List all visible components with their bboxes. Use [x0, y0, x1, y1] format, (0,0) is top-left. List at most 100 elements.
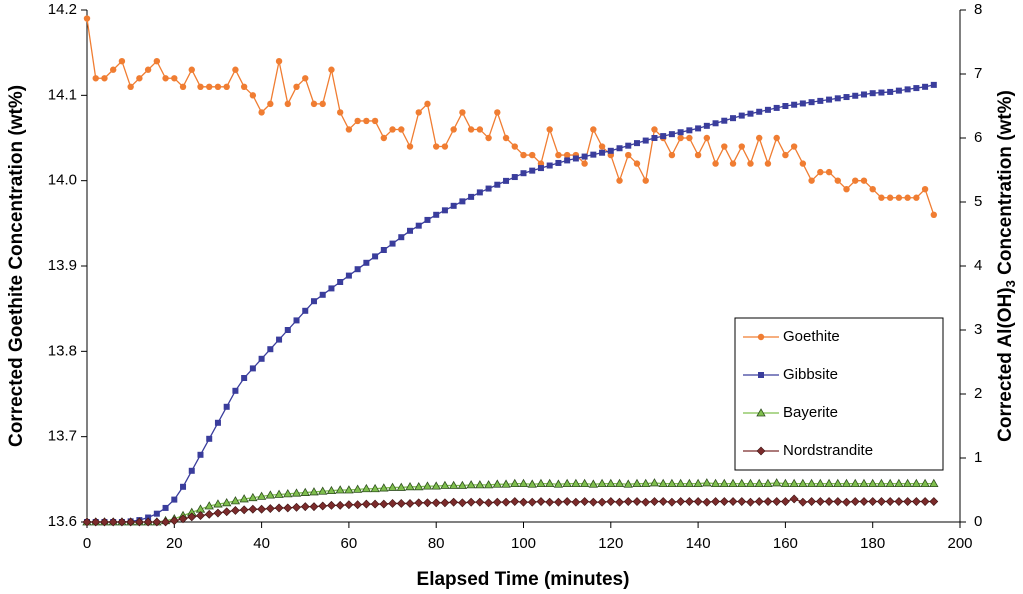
- marker: [152, 517, 162, 527]
- marker: [590, 151, 597, 158]
- marker: [728, 497, 738, 506]
- marker: [930, 81, 937, 88]
- marker: [519, 497, 528, 507]
- marker: [607, 147, 614, 154]
- marker: [450, 202, 457, 209]
- marker: [134, 517, 144, 527]
- marker: [161, 517, 170, 527]
- marker: [529, 167, 536, 174]
- marker: [929, 478, 939, 487]
- marker: [441, 143, 449, 150]
- marker: [223, 403, 230, 410]
- marker: [100, 517, 109, 527]
- legend-label: Gibbsite: [783, 366, 838, 383]
- marker: [677, 129, 684, 136]
- marker: [108, 517, 118, 527]
- marker: [885, 478, 895, 487]
- marker: [256, 491, 267, 500]
- marker: [903, 497, 913, 506]
- marker: [668, 131, 675, 138]
- marker: [275, 58, 283, 65]
- marker: [579, 478, 590, 487]
- marker: [476, 126, 484, 133]
- marker: [179, 83, 187, 91]
- marker: [284, 100, 291, 108]
- marker: [588, 479, 599, 488]
- marker: [651, 126, 658, 133]
- marker: [878, 89, 885, 96]
- marker: [719, 478, 729, 487]
- marker: [868, 497, 878, 506]
- marker: [546, 162, 553, 169]
- marker: [790, 143, 798, 150]
- marker: [791, 101, 798, 108]
- marker: [649, 478, 660, 487]
- marker: [894, 478, 904, 487]
- marker: [756, 134, 763, 142]
- marker: [468, 193, 475, 200]
- marker: [414, 481, 424, 491]
- x-axis-label: Elapsed Time (minutes): [417, 569, 630, 590]
- y-tick-label: 14.2: [48, 1, 77, 18]
- marker: [230, 506, 240, 515]
- marker: [197, 451, 204, 458]
- marker: [825, 168, 833, 176]
- marker: [764, 160, 772, 167]
- marker: [302, 75, 309, 82]
- x-tick-label: 140: [686, 535, 711, 552]
- marker: [249, 92, 257, 99]
- marker: [921, 186, 929, 193]
- marker: [144, 66, 152, 73]
- x-tick-label: 120: [598, 535, 623, 552]
- marker: [738, 143, 745, 150]
- marker: [431, 481, 441, 490]
- marker: [389, 126, 396, 133]
- marker: [754, 497, 764, 506]
- marker: [214, 419, 221, 426]
- marker: [459, 109, 466, 116]
- marker: [815, 497, 825, 506]
- marker: [414, 498, 424, 508]
- marker: [877, 497, 886, 506]
- marker: [860, 91, 867, 98]
- marker: [911, 497, 921, 506]
- marker: [702, 478, 712, 487]
- marker: [337, 279, 344, 285]
- x-tick-label: 0: [83, 535, 91, 552]
- marker: [352, 484, 363, 493]
- marker: [169, 516, 179, 526]
- marker: [721, 117, 728, 124]
- marker: [353, 500, 363, 510]
- y2-tick-label: 5: [974, 193, 982, 210]
- marker: [746, 497, 755, 507]
- series-line: [86, 18, 935, 216]
- marker: [83, 15, 91, 22]
- marker: [843, 94, 850, 101]
- marker: [667, 478, 677, 487]
- marker: [527, 497, 537, 507]
- marker: [336, 109, 344, 116]
- marker: [204, 509, 214, 519]
- marker: [728, 478, 738, 487]
- marker: [466, 497, 476, 507]
- marker: [476, 189, 483, 196]
- marker: [292, 502, 301, 512]
- marker: [677, 134, 684, 142]
- marker: [117, 517, 127, 527]
- marker: [580, 497, 590, 506]
- marker: [310, 100, 318, 108]
- marker: [319, 100, 326, 108]
- marker: [789, 494, 799, 504]
- marker: [178, 514, 188, 524]
- marker: [615, 497, 624, 507]
- marker: [693, 497, 703, 506]
- marker: [824, 478, 834, 487]
- x-tick-label: 180: [860, 535, 885, 552]
- marker: [136, 75, 143, 82]
- marker: [667, 497, 677, 507]
- marker: [729, 160, 737, 167]
- marker: [126, 517, 136, 527]
- marker: [599, 149, 606, 156]
- y-axis-label: Corrected Goethite Concentration (wt%): [6, 85, 27, 447]
